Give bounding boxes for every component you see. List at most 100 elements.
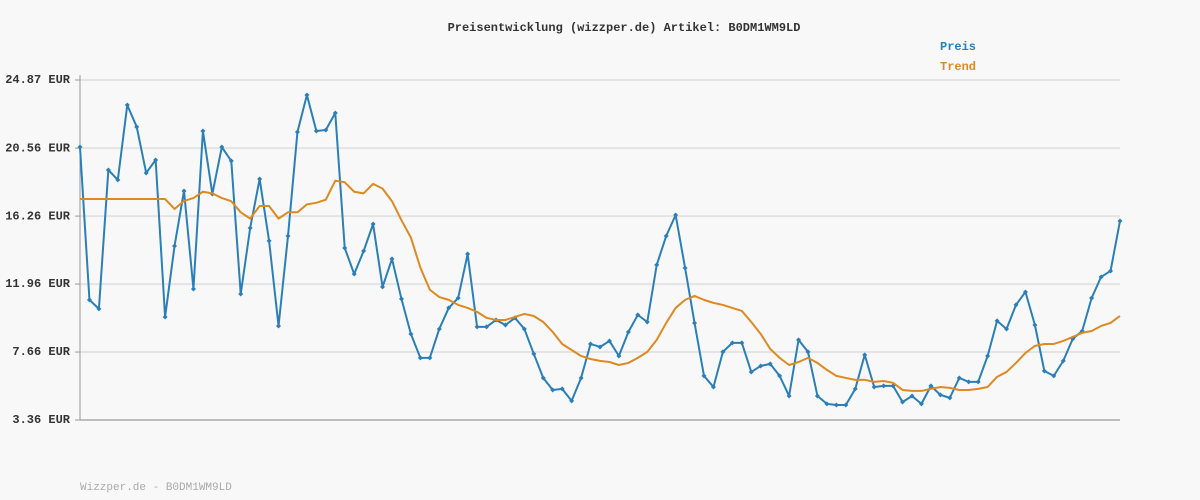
point-marker: [1089, 295, 1095, 301]
point-marker: [843, 402, 849, 408]
point-marker: [550, 387, 556, 393]
point-marker: [710, 384, 716, 390]
point-marker: [465, 251, 471, 257]
point-marker: [77, 144, 83, 150]
y-tick-label: 11.96 EUR: [5, 277, 71, 291]
point-marker: [616, 353, 622, 359]
point-marker: [181, 188, 187, 194]
point-marker: [994, 318, 1000, 324]
y-tick-label: 7.66 EUR: [12, 345, 70, 359]
point-marker: [370, 221, 376, 227]
y-tick-label: 3.36 EUR: [12, 413, 70, 427]
point-marker: [654, 262, 660, 268]
point-marker: [342, 245, 348, 251]
point-marker: [389, 256, 395, 262]
point-marker: [777, 373, 783, 379]
point-marker: [871, 384, 877, 390]
point-marker: [436, 326, 442, 332]
point-marker: [247, 225, 253, 231]
point-marker: [739, 340, 745, 346]
point-marker: [814, 393, 820, 399]
point-marker: [663, 233, 669, 239]
point-marker: [682, 265, 688, 271]
point-marker: [937, 392, 943, 398]
point-marker: [748, 369, 754, 375]
point-marker: [484, 324, 490, 330]
point-marker: [588, 341, 594, 347]
y-tick-label: 20.56 EUR: [5, 141, 71, 155]
point-marker: [701, 373, 707, 379]
point-marker: [1022, 289, 1028, 295]
series-line: [80, 179, 1121, 392]
point-marker: [578, 375, 584, 381]
point-marker: [427, 355, 433, 361]
point-marker: [692, 320, 698, 326]
point-marker: [86, 297, 92, 303]
point-marker: [361, 248, 367, 254]
legend-entry: Preis: [940, 40, 976, 54]
point-marker: [559, 386, 565, 392]
point-marker: [540, 375, 546, 381]
point-marker: [153, 157, 159, 163]
point-marker: [635, 312, 641, 318]
point-marker: [569, 398, 575, 404]
point-marker: [786, 393, 792, 399]
point-marker: [332, 110, 338, 116]
point-marker: [606, 338, 612, 344]
point-marker: [502, 322, 508, 328]
point-marker: [881, 383, 887, 389]
point-marker: [455, 295, 461, 301]
point-marker: [351, 271, 357, 277]
point-marker: [947, 395, 953, 401]
point-marker: [673, 212, 679, 218]
point-marker: [956, 375, 962, 381]
point-marker: [531, 351, 537, 357]
point-marker: [276, 323, 282, 329]
point-marker: [162, 314, 168, 320]
point-marker: [266, 238, 272, 244]
point-marker: [115, 177, 121, 183]
point-marker: [323, 127, 329, 133]
y-tick-label: 24.87 EUR: [5, 73, 71, 87]
point-marker: [124, 102, 130, 108]
point-marker: [729, 340, 735, 346]
point-marker: [304, 92, 310, 98]
point-marker: [900, 399, 906, 405]
point-marker: [1060, 358, 1066, 364]
footer: Wizzper.de - B0DM1WM9LD: [80, 482, 232, 494]
point-marker: [408, 331, 414, 337]
point-marker: [96, 306, 102, 312]
point-marker: [1117, 218, 1123, 224]
point-marker: [417, 355, 423, 361]
point-marker: [313, 128, 319, 134]
point-marker: [1004, 326, 1010, 332]
point-marker: [824, 401, 830, 407]
point-marker: [398, 296, 404, 302]
y-tick-label: 16.26 EUR: [5, 209, 71, 223]
point-marker: [852, 386, 858, 392]
point-marker: [134, 124, 140, 130]
point-marker: [597, 344, 603, 350]
point-marker: [918, 401, 924, 407]
point-marker: [833, 402, 839, 408]
point-marker: [219, 144, 225, 150]
point-marker: [975, 379, 981, 385]
point-marker: [200, 128, 206, 134]
point-marker: [521, 326, 527, 332]
point-marker: [644, 319, 650, 325]
point-marker: [1041, 368, 1047, 374]
point-marker: [625, 329, 631, 335]
point-marker: [1032, 322, 1038, 328]
point-marker: [446, 305, 452, 311]
point-marker: [257, 176, 263, 182]
point-marker: [143, 170, 149, 176]
legend-entry: Trend: [940, 60, 976, 74]
chart-title: Preisentwicklung (wizzper.de) Artikel: B…: [448, 21, 801, 35]
point-marker: [862, 352, 868, 358]
point-marker: [1098, 274, 1104, 280]
point-marker: [228, 158, 234, 164]
point-marker: [474, 324, 480, 330]
